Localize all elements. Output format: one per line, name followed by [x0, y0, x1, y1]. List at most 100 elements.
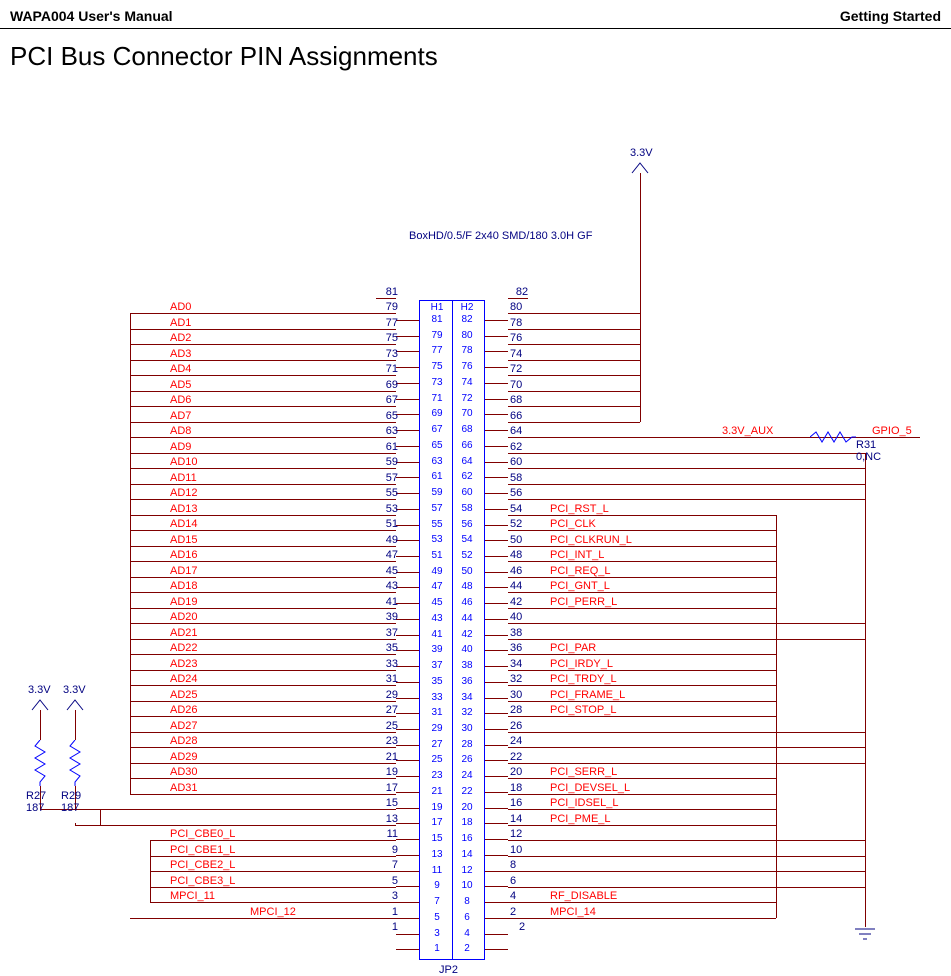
conn-pin-69: 69 — [428, 408, 446, 419]
conn-pin-16: 16 — [458, 833, 476, 844]
net-MPCI_11: MPCI_11 — [170, 890, 215, 902]
connector-part: BoxHD/0.5/F 2x40 SMD/180 3.0H GF — [409, 230, 592, 242]
pin-49: 49 — [378, 534, 398, 546]
pin-73: 73 — [378, 348, 398, 360]
val-R29: 187 — [61, 802, 79, 814]
conn-pin-3: 3 — [428, 928, 446, 939]
conn-pin-17: 17 — [428, 817, 446, 828]
net-3v3-aux: 3.3V_AUX — [722, 425, 773, 437]
conn-pin-72: 72 — [458, 393, 476, 404]
net-AD25: AD25 — [170, 689, 198, 701]
net-AD17: AD17 — [170, 565, 198, 577]
page-title: PCI Bus Connector PIN Assignments — [0, 29, 951, 72]
pin-34: 34 — [510, 658, 534, 670]
conn-pin-61: 61 — [428, 471, 446, 482]
conn-pin-42: 42 — [458, 629, 476, 640]
pin-2-ext: 2 — [510, 921, 534, 933]
net-AD31: AD31 — [170, 782, 198, 794]
conn-pin-30: 30 — [458, 723, 476, 734]
net-AD5: AD5 — [170, 379, 191, 391]
pin-61: 61 — [378, 441, 398, 453]
conn-pin-76: 76 — [458, 361, 476, 372]
power-3v3-top: 3.3V — [630, 147, 653, 159]
net-PCI_DEVSEL_L: PCI_DEVSEL_L — [550, 782, 630, 794]
conn-pin-80: 80 — [458, 330, 476, 341]
conn-pin-82: 82 — [458, 314, 476, 325]
conn-pin-29: 29 — [428, 723, 446, 734]
net-AD18: AD18 — [170, 580, 198, 592]
net-AD22: AD22 — [170, 642, 198, 654]
pin-77: 77 — [378, 317, 398, 329]
net-AD14: AD14 — [170, 518, 198, 530]
pin-40: 40 — [510, 611, 534, 623]
net-AD8: AD8 — [170, 425, 191, 437]
pin-41: 41 — [378, 596, 398, 608]
conn-pin-70: 70 — [458, 408, 476, 419]
pin-46: 46 — [510, 565, 534, 577]
schematic-diagram: H1H2JP2BoxHD/0.5/F 2x40 SMD/180 3.0H GF8… — [0, 145, 951, 959]
conn-pin-60: 60 — [458, 487, 476, 498]
conn-col-h2: H2 — [458, 302, 476, 313]
pin-31: 31 — [378, 673, 398, 685]
conn-pin-51: 51 — [428, 550, 446, 561]
pin-76: 76 — [510, 332, 534, 344]
net-PCI_GNT_L: PCI_GNT_L — [550, 580, 610, 592]
pin-53: 53 — [378, 503, 398, 515]
conn-pin-65: 65 — [428, 440, 446, 451]
conn-pin-79: 79 — [428, 330, 446, 341]
conn-pin-25: 25 — [428, 754, 446, 765]
net-PCI_REQ_L: PCI_REQ_L — [550, 565, 611, 577]
conn-pin-4: 4 — [458, 928, 476, 939]
pin-20: 20 — [510, 766, 534, 778]
conn-pin-75: 75 — [428, 361, 446, 372]
pin-56: 56 — [510, 487, 534, 499]
page-header: WAPA004 User's Manual Getting Started — [0, 0, 951, 29]
conn-col-h1: H1 — [428, 302, 446, 313]
conn-pin-40: 40 — [458, 644, 476, 655]
conn-pin-23: 23 — [428, 770, 446, 781]
conn-pin-12: 12 — [458, 865, 476, 876]
pin-39: 39 — [378, 611, 398, 623]
pin-50: 50 — [510, 534, 534, 546]
conn-pin-74: 74 — [458, 377, 476, 388]
net-PCI_FRAME_L: PCI_FRAME_L — [550, 689, 625, 701]
conn-pin-7: 7 — [428, 896, 446, 907]
pin-21: 21 — [378, 751, 398, 763]
net-PCI_PME_L: PCI_PME_L — [550, 813, 611, 825]
ref-R27: R27 — [26, 790, 46, 802]
pin-37: 37 — [378, 627, 398, 639]
conn-pin-18: 18 — [458, 817, 476, 828]
val-r31: 0,NC — [856, 451, 881, 463]
pin-32: 32 — [510, 673, 534, 685]
pin-65: 65 — [378, 410, 398, 422]
pin-15: 15 — [378, 797, 398, 809]
conn-pin-26: 26 — [458, 754, 476, 765]
net-PCI_CLKRUN_L: PCI_CLKRUN_L — [550, 534, 632, 546]
conn-pin-37: 37 — [428, 660, 446, 671]
conn-pin-63: 63 — [428, 456, 446, 467]
net-AD12: AD12 — [170, 487, 198, 499]
net-AD28: AD28 — [170, 735, 198, 747]
conn-pin-50: 50 — [458, 566, 476, 577]
conn-pin-31: 31 — [428, 707, 446, 718]
net-AD10: AD10 — [170, 456, 198, 468]
pin-11: 11 — [378, 828, 398, 840]
net-PCI_IRDY_L: PCI_IRDY_L — [550, 658, 613, 670]
pin-78: 78 — [510, 317, 534, 329]
manual-name: WAPA004 User's Manual — [10, 8, 173, 24]
pin-80: 80 — [510, 301, 534, 313]
conn-pin-10: 10 — [458, 880, 476, 891]
conn-pin-58: 58 — [458, 503, 476, 514]
pin-6: 6 — [510, 875, 534, 887]
conn-pin-44: 44 — [458, 613, 476, 624]
power-3v3-R29: 3.3V — [63, 684, 86, 696]
conn-pin-9: 9 — [428, 880, 446, 891]
pin-74: 74 — [510, 348, 534, 360]
conn-pin-52: 52 — [458, 550, 476, 561]
pin-27: 27 — [378, 704, 398, 716]
net-RF_DISABLE: RF_DISABLE — [550, 890, 617, 902]
pin-28: 28 — [510, 704, 534, 716]
conn-pin-57: 57 — [428, 503, 446, 514]
net-gpio5: GPIO_5 — [872, 425, 912, 437]
ref-R29: R29 — [61, 790, 81, 802]
